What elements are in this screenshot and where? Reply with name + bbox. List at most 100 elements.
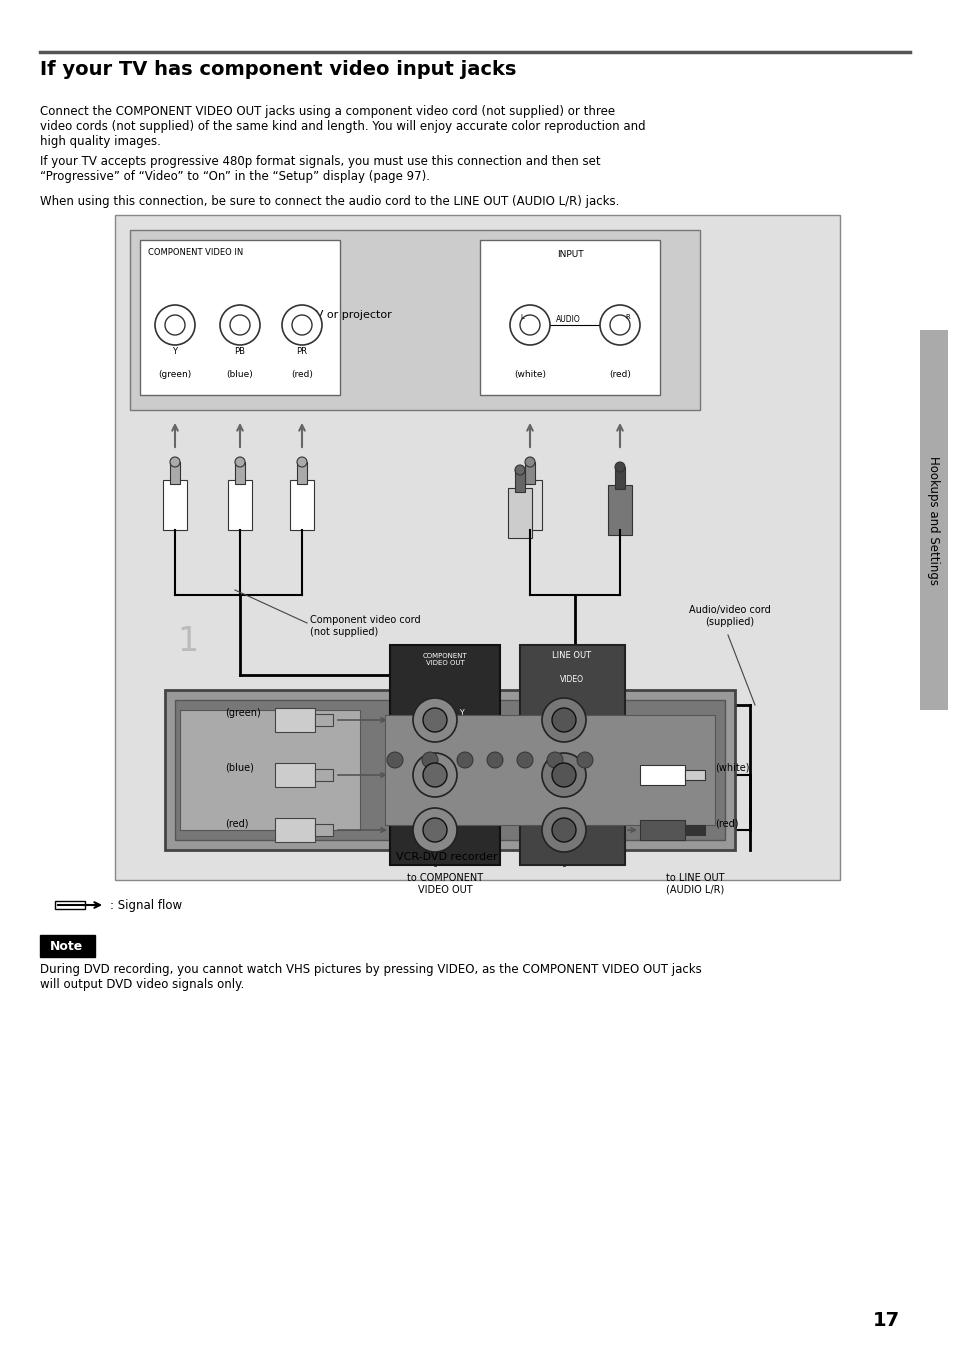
Bar: [684, 771, 704, 780]
Text: VIDEO: VIDEO: [559, 675, 583, 684]
Text: INPUT: INPUT: [557, 250, 582, 260]
Bar: [524, 462, 535, 484]
Bar: [234, 462, 245, 484]
Circle shape: [517, 752, 533, 768]
Circle shape: [524, 457, 535, 466]
Circle shape: [413, 753, 456, 796]
Text: TV or projector: TV or projector: [309, 310, 391, 320]
Text: PB: PB: [459, 764, 469, 773]
Bar: [180, 710, 359, 830]
Circle shape: [387, 752, 402, 768]
Bar: [684, 825, 704, 836]
Bar: [228, 480, 252, 530]
Circle shape: [552, 818, 576, 842]
Circle shape: [165, 315, 185, 335]
Bar: [607, 485, 631, 535]
Circle shape: [552, 763, 576, 787]
Text: (red): (red): [291, 370, 313, 379]
Circle shape: [421, 752, 437, 768]
Bar: [40, 936, 95, 957]
Circle shape: [230, 315, 250, 335]
Text: PR: PR: [296, 347, 307, 356]
Bar: [140, 241, 339, 395]
Text: (green): (green): [158, 370, 192, 379]
Bar: [274, 708, 314, 731]
Circle shape: [515, 465, 524, 475]
Text: L: L: [519, 314, 523, 320]
Bar: [314, 769, 333, 781]
Text: PB: PB: [234, 347, 245, 356]
Circle shape: [510, 306, 550, 345]
Circle shape: [519, 315, 539, 335]
Bar: [314, 714, 333, 726]
Bar: [615, 466, 624, 489]
Circle shape: [615, 462, 624, 472]
Circle shape: [234, 457, 245, 466]
Bar: [639, 821, 684, 840]
Circle shape: [599, 306, 639, 345]
Text: L: L: [587, 764, 592, 773]
Bar: [479, 241, 659, 395]
Bar: [163, 480, 187, 530]
Text: (red): (red): [714, 818, 738, 827]
Circle shape: [292, 315, 312, 335]
Text: (white): (white): [714, 763, 749, 773]
Text: to COMPONENT
VIDEO OUT: to COMPONENT VIDEO OUT: [407, 873, 482, 895]
Text: AUDIO: AUDIO: [552, 834, 575, 840]
Circle shape: [552, 708, 576, 731]
Text: (green): (green): [225, 708, 260, 718]
Text: (blue): (blue): [225, 763, 253, 773]
Circle shape: [541, 753, 585, 796]
Text: 1: 1: [177, 625, 198, 658]
Text: Audio/video cord
(supplied): Audio/video cord (supplied): [688, 604, 770, 626]
Text: LINE OUT: LINE OUT: [552, 652, 591, 660]
Text: (white): (white): [514, 370, 545, 379]
Bar: [296, 462, 307, 484]
Text: 17: 17: [872, 1311, 899, 1330]
Circle shape: [170, 457, 180, 466]
Bar: [170, 462, 180, 484]
Text: VCR-DVD recorder: VCR-DVD recorder: [395, 852, 497, 863]
Circle shape: [154, 306, 194, 345]
Text: to LINE OUT
(AUDIO L/R): to LINE OUT (AUDIO L/R): [665, 873, 723, 895]
Circle shape: [296, 457, 307, 466]
Text: Y: Y: [459, 710, 464, 718]
Bar: [390, 645, 499, 865]
Bar: [507, 488, 532, 538]
Circle shape: [541, 808, 585, 852]
Bar: [115, 215, 840, 880]
Bar: [55, 900, 85, 909]
Bar: [515, 470, 524, 492]
Bar: [290, 480, 314, 530]
Bar: [517, 480, 541, 530]
Circle shape: [422, 818, 447, 842]
Circle shape: [486, 752, 502, 768]
Text: Note: Note: [51, 940, 84, 953]
Text: COMPONENT
VIDEO OUT: COMPONENT VIDEO OUT: [422, 653, 467, 667]
Circle shape: [422, 763, 447, 787]
Circle shape: [546, 752, 562, 768]
Text: : Signal flow: : Signal flow: [110, 899, 182, 911]
Bar: [165, 690, 734, 850]
Text: Connect the COMPONENT VIDEO OUT jacks using a component video cord (not supplied: Connect the COMPONENT VIDEO OUT jacks us…: [40, 105, 645, 147]
Text: R: R: [625, 314, 630, 320]
Circle shape: [577, 752, 593, 768]
Circle shape: [220, 306, 260, 345]
Circle shape: [282, 306, 322, 345]
Text: If your TV accepts progressive 480p format signals, you must use this connection: If your TV accepts progressive 480p form…: [40, 155, 600, 183]
Bar: [519, 645, 624, 865]
Text: Hookups and Settings: Hookups and Settings: [926, 456, 940, 584]
Text: Y: Y: [172, 347, 177, 356]
Text: PR: PR: [459, 819, 470, 829]
Circle shape: [422, 708, 447, 731]
Bar: [314, 823, 333, 836]
Text: Component video cord
(not supplied): Component video cord (not supplied): [310, 615, 420, 637]
Text: (red): (red): [225, 818, 248, 827]
Bar: [274, 763, 314, 787]
Circle shape: [413, 808, 456, 852]
Text: R: R: [587, 819, 593, 829]
Text: COMPONENT VIDEO IN: COMPONENT VIDEO IN: [148, 247, 243, 257]
Bar: [919, 330, 947, 710]
Bar: [130, 230, 700, 410]
Text: (blue): (blue): [227, 370, 253, 379]
